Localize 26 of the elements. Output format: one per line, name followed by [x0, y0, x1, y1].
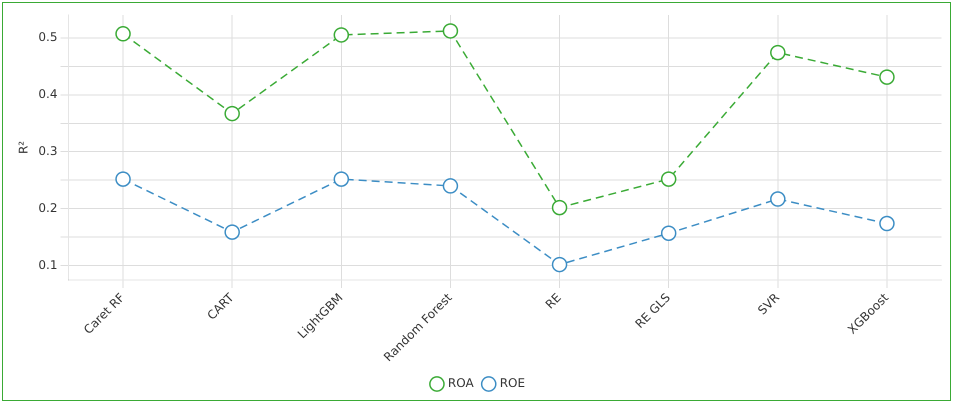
x-tick-label: RE GLS	[632, 290, 674, 332]
y-tick-label: 0.2	[38, 200, 58, 215]
legend-label: ROE	[500, 376, 526, 390]
point	[334, 27, 350, 43]
point	[334, 171, 350, 187]
legend-label: ROA	[448, 376, 474, 390]
point	[879, 216, 895, 232]
y-tick-label: 0.5	[38, 30, 58, 44]
point	[879, 69, 895, 85]
point	[552, 200, 568, 216]
point	[770, 191, 786, 207]
point	[115, 171, 131, 187]
point	[552, 256, 568, 272]
point	[224, 106, 240, 122]
point	[660, 225, 676, 241]
point	[660, 171, 676, 187]
x-tick-label: RE	[542, 290, 564, 312]
y-tick-label: 0.1	[38, 258, 58, 272]
point	[442, 23, 458, 39]
point	[115, 26, 131, 42]
y-axis-title: R²	[16, 140, 30, 154]
point	[442, 178, 458, 194]
y-tick-label: 0.3	[38, 144, 58, 158]
point	[224, 224, 240, 240]
point	[770, 44, 786, 60]
y-tick-label: 0.4	[38, 86, 58, 101]
